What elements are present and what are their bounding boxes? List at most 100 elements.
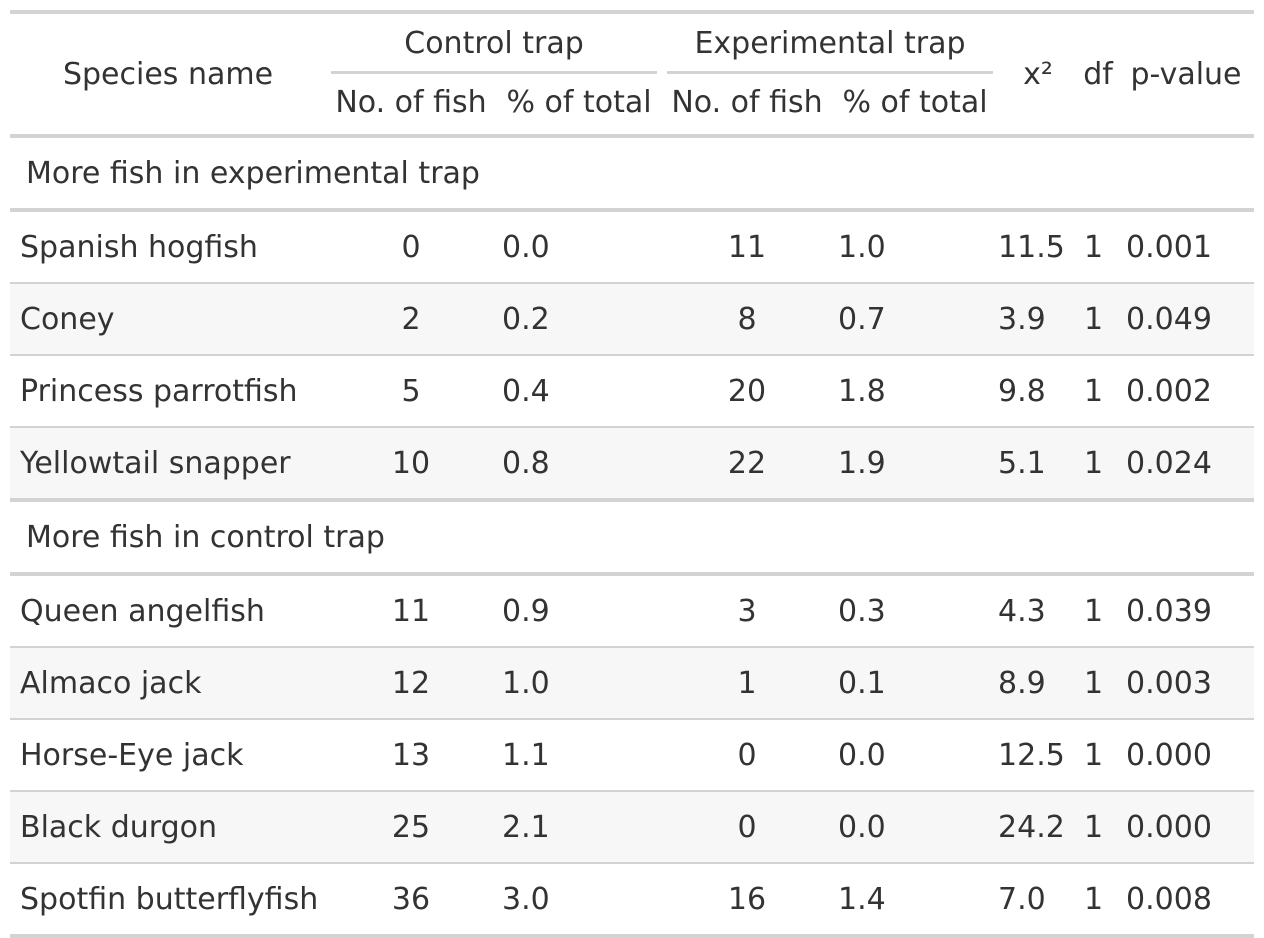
p-value-cell: 0.002 bbox=[1118, 355, 1255, 428]
experimental-pct-cell: 1.0 bbox=[832, 210, 999, 284]
df-cell: 1 bbox=[1078, 647, 1119, 720]
chi-square-cell: 24.2 bbox=[998, 791, 1079, 864]
df-cell: 1 bbox=[1078, 355, 1119, 428]
group-label: More fish in experimental trap bbox=[10, 136, 1255, 212]
p-value-cell: 0.039 bbox=[1118, 574, 1255, 648]
p-value-header: p-value bbox=[1118, 10, 1255, 138]
p-value-cell: 0.003 bbox=[1118, 647, 1255, 720]
control-pct-cell: 0.0 bbox=[496, 210, 663, 284]
p-value-cell: 0.000 bbox=[1118, 719, 1255, 792]
chi-square-cell: 4.3 bbox=[998, 574, 1079, 648]
table-row: Almaco jack 12 1.0 1 0.1 8.9 1 0.003 bbox=[10, 647, 1255, 720]
experimental-count-cell: 0 bbox=[662, 791, 833, 864]
control-trap-label: Control trap bbox=[331, 26, 658, 74]
table-container: Species name Control trap Experimental t… bbox=[10, 10, 1255, 938]
group-row-control: More fish in control trap bbox=[10, 500, 1255, 576]
table-row: Spotfin butterflyfish 36 3.0 16 1.4 7.0 … bbox=[10, 863, 1255, 938]
experimental-pct-cell: 0.3 bbox=[832, 574, 999, 648]
control-pct-cell: 0.9 bbox=[496, 574, 663, 648]
experimental-no-of-fish-header: No. of fish bbox=[662, 74, 833, 138]
control-pct-cell: 0.4 bbox=[496, 355, 663, 428]
experimental-trap-label: Experimental trap bbox=[667, 26, 994, 74]
control-count-cell: 12 bbox=[326, 647, 496, 720]
species-cell: Almaco jack bbox=[10, 647, 326, 720]
experimental-trap-spanner: Experimental trap bbox=[662, 10, 999, 74]
chi-square-cell: 7.0 bbox=[998, 863, 1079, 938]
experimental-pct-cell: 0.0 bbox=[832, 791, 999, 864]
df-cell: 1 bbox=[1078, 719, 1119, 792]
experimental-count-cell: 11 bbox=[662, 210, 833, 284]
df-cell: 1 bbox=[1078, 791, 1119, 864]
table-row: Queen angelfish 11 0.9 3 0.3 4.3 1 0.039 bbox=[10, 574, 1255, 648]
experimental-count-cell: 22 bbox=[662, 427, 833, 502]
table-row: Yellowtail snapper 10 0.8 22 1.9 5.1 1 0… bbox=[10, 427, 1255, 502]
df-cell: 1 bbox=[1078, 574, 1119, 648]
experimental-count-cell: 3 bbox=[662, 574, 833, 648]
control-pct-cell: 0.8 bbox=[496, 427, 663, 502]
experimental-pct-cell: 0.7 bbox=[832, 283, 999, 356]
control-count-cell: 2 bbox=[326, 283, 496, 356]
experimental-pct-cell: 1.4 bbox=[832, 863, 999, 938]
group-row-experimental: More fish in experimental trap bbox=[10, 136, 1255, 212]
table-row: Princess parrotfish 5 0.4 20 1.8 9.8 1 0… bbox=[10, 355, 1255, 428]
table-row: Coney 2 0.2 8 0.7 3.9 1 0.049 bbox=[10, 283, 1255, 356]
species-cell: Horse-Eye jack bbox=[10, 719, 326, 792]
df-cell: 1 bbox=[1078, 210, 1119, 284]
chi-square-cell: 3.9 bbox=[998, 283, 1079, 356]
control-pct-cell: 2.1 bbox=[496, 791, 663, 864]
p-value-cell: 0.001 bbox=[1118, 210, 1255, 284]
species-name-header: Species name bbox=[10, 10, 326, 138]
experimental-count-cell: 8 bbox=[662, 283, 833, 356]
species-cell: Yellowtail snapper bbox=[10, 427, 326, 502]
species-cell: Black durgon bbox=[10, 791, 326, 864]
chi-square-cell: 9.8 bbox=[998, 355, 1079, 428]
table-row: Black durgon 25 2.1 0 0.0 24.2 1 0.000 bbox=[10, 791, 1255, 864]
experimental-pct-cell: 0.0 bbox=[832, 719, 999, 792]
table-header: Species name Control trap Experimental t… bbox=[10, 10, 1255, 138]
p-value-cell: 0.024 bbox=[1118, 427, 1255, 502]
table-body: More fish in experimental trap Spanish h… bbox=[10, 136, 1255, 938]
p-value-cell: 0.049 bbox=[1118, 283, 1255, 356]
species-cell: Spotfin butterflyfish bbox=[10, 863, 326, 938]
control-count-cell: 10 bbox=[326, 427, 496, 502]
experimental-pct-of-total-header: % of total bbox=[832, 74, 999, 138]
table-row: Spanish hogfish 0 0.0 11 1.0 11.5 1 0.00… bbox=[10, 210, 1255, 284]
control-count-cell: 5 bbox=[326, 355, 496, 428]
control-pct-cell: 1.0 bbox=[496, 647, 663, 720]
experimental-pct-cell: 1.9 bbox=[832, 427, 999, 502]
control-pct-of-total-header: % of total bbox=[496, 74, 663, 138]
control-no-of-fish-header: No. of fish bbox=[326, 74, 496, 138]
control-count-cell: 13 bbox=[326, 719, 496, 792]
control-count-cell: 0 bbox=[326, 210, 496, 284]
chi-square-header: x² bbox=[998, 10, 1079, 138]
chi-square-cell: 12.5 bbox=[998, 719, 1079, 792]
table-row: Horse-Eye jack 13 1.1 0 0.0 12.5 1 0.000 bbox=[10, 719, 1255, 792]
experimental-count-cell: 20 bbox=[662, 355, 833, 428]
fish-trap-table: Species name Control trap Experimental t… bbox=[10, 10, 1255, 938]
experimental-count-cell: 16 bbox=[662, 863, 833, 938]
df-cell: 1 bbox=[1078, 863, 1119, 938]
control-count-cell: 36 bbox=[326, 863, 496, 938]
group-label: More fish in control trap bbox=[10, 500, 1255, 576]
chi-square-cell: 11.5 bbox=[998, 210, 1079, 284]
experimental-pct-cell: 0.1 bbox=[832, 647, 999, 720]
species-cell: Queen angelfish bbox=[10, 574, 326, 648]
control-pct-cell: 1.1 bbox=[496, 719, 663, 792]
experimental-count-cell: 1 bbox=[662, 647, 833, 720]
p-value-cell: 0.008 bbox=[1118, 863, 1255, 938]
experimental-pct-cell: 1.8 bbox=[832, 355, 999, 428]
control-trap-spanner: Control trap bbox=[326, 10, 663, 74]
chi-square-cell: 5.1 bbox=[998, 427, 1079, 502]
p-value-cell: 0.000 bbox=[1118, 791, 1255, 864]
chi-square-cell: 8.9 bbox=[998, 647, 1079, 720]
control-count-cell: 25 bbox=[326, 791, 496, 864]
control-count-cell: 11 bbox=[326, 574, 496, 648]
df-cell: 1 bbox=[1078, 283, 1119, 356]
species-cell: Coney bbox=[10, 283, 326, 356]
species-cell: Spanish hogfish bbox=[10, 210, 326, 284]
control-pct-cell: 0.2 bbox=[496, 283, 663, 356]
experimental-count-cell: 0 bbox=[662, 719, 833, 792]
species-cell: Princess parrotfish bbox=[10, 355, 326, 428]
df-cell: 1 bbox=[1078, 427, 1119, 502]
control-pct-cell: 3.0 bbox=[496, 863, 663, 938]
